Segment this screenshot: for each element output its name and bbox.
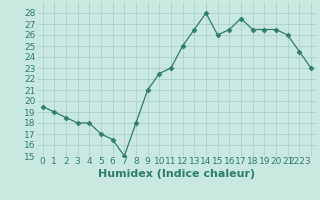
X-axis label: Humidex (Indice chaleur): Humidex (Indice chaleur) [98,169,255,179]
